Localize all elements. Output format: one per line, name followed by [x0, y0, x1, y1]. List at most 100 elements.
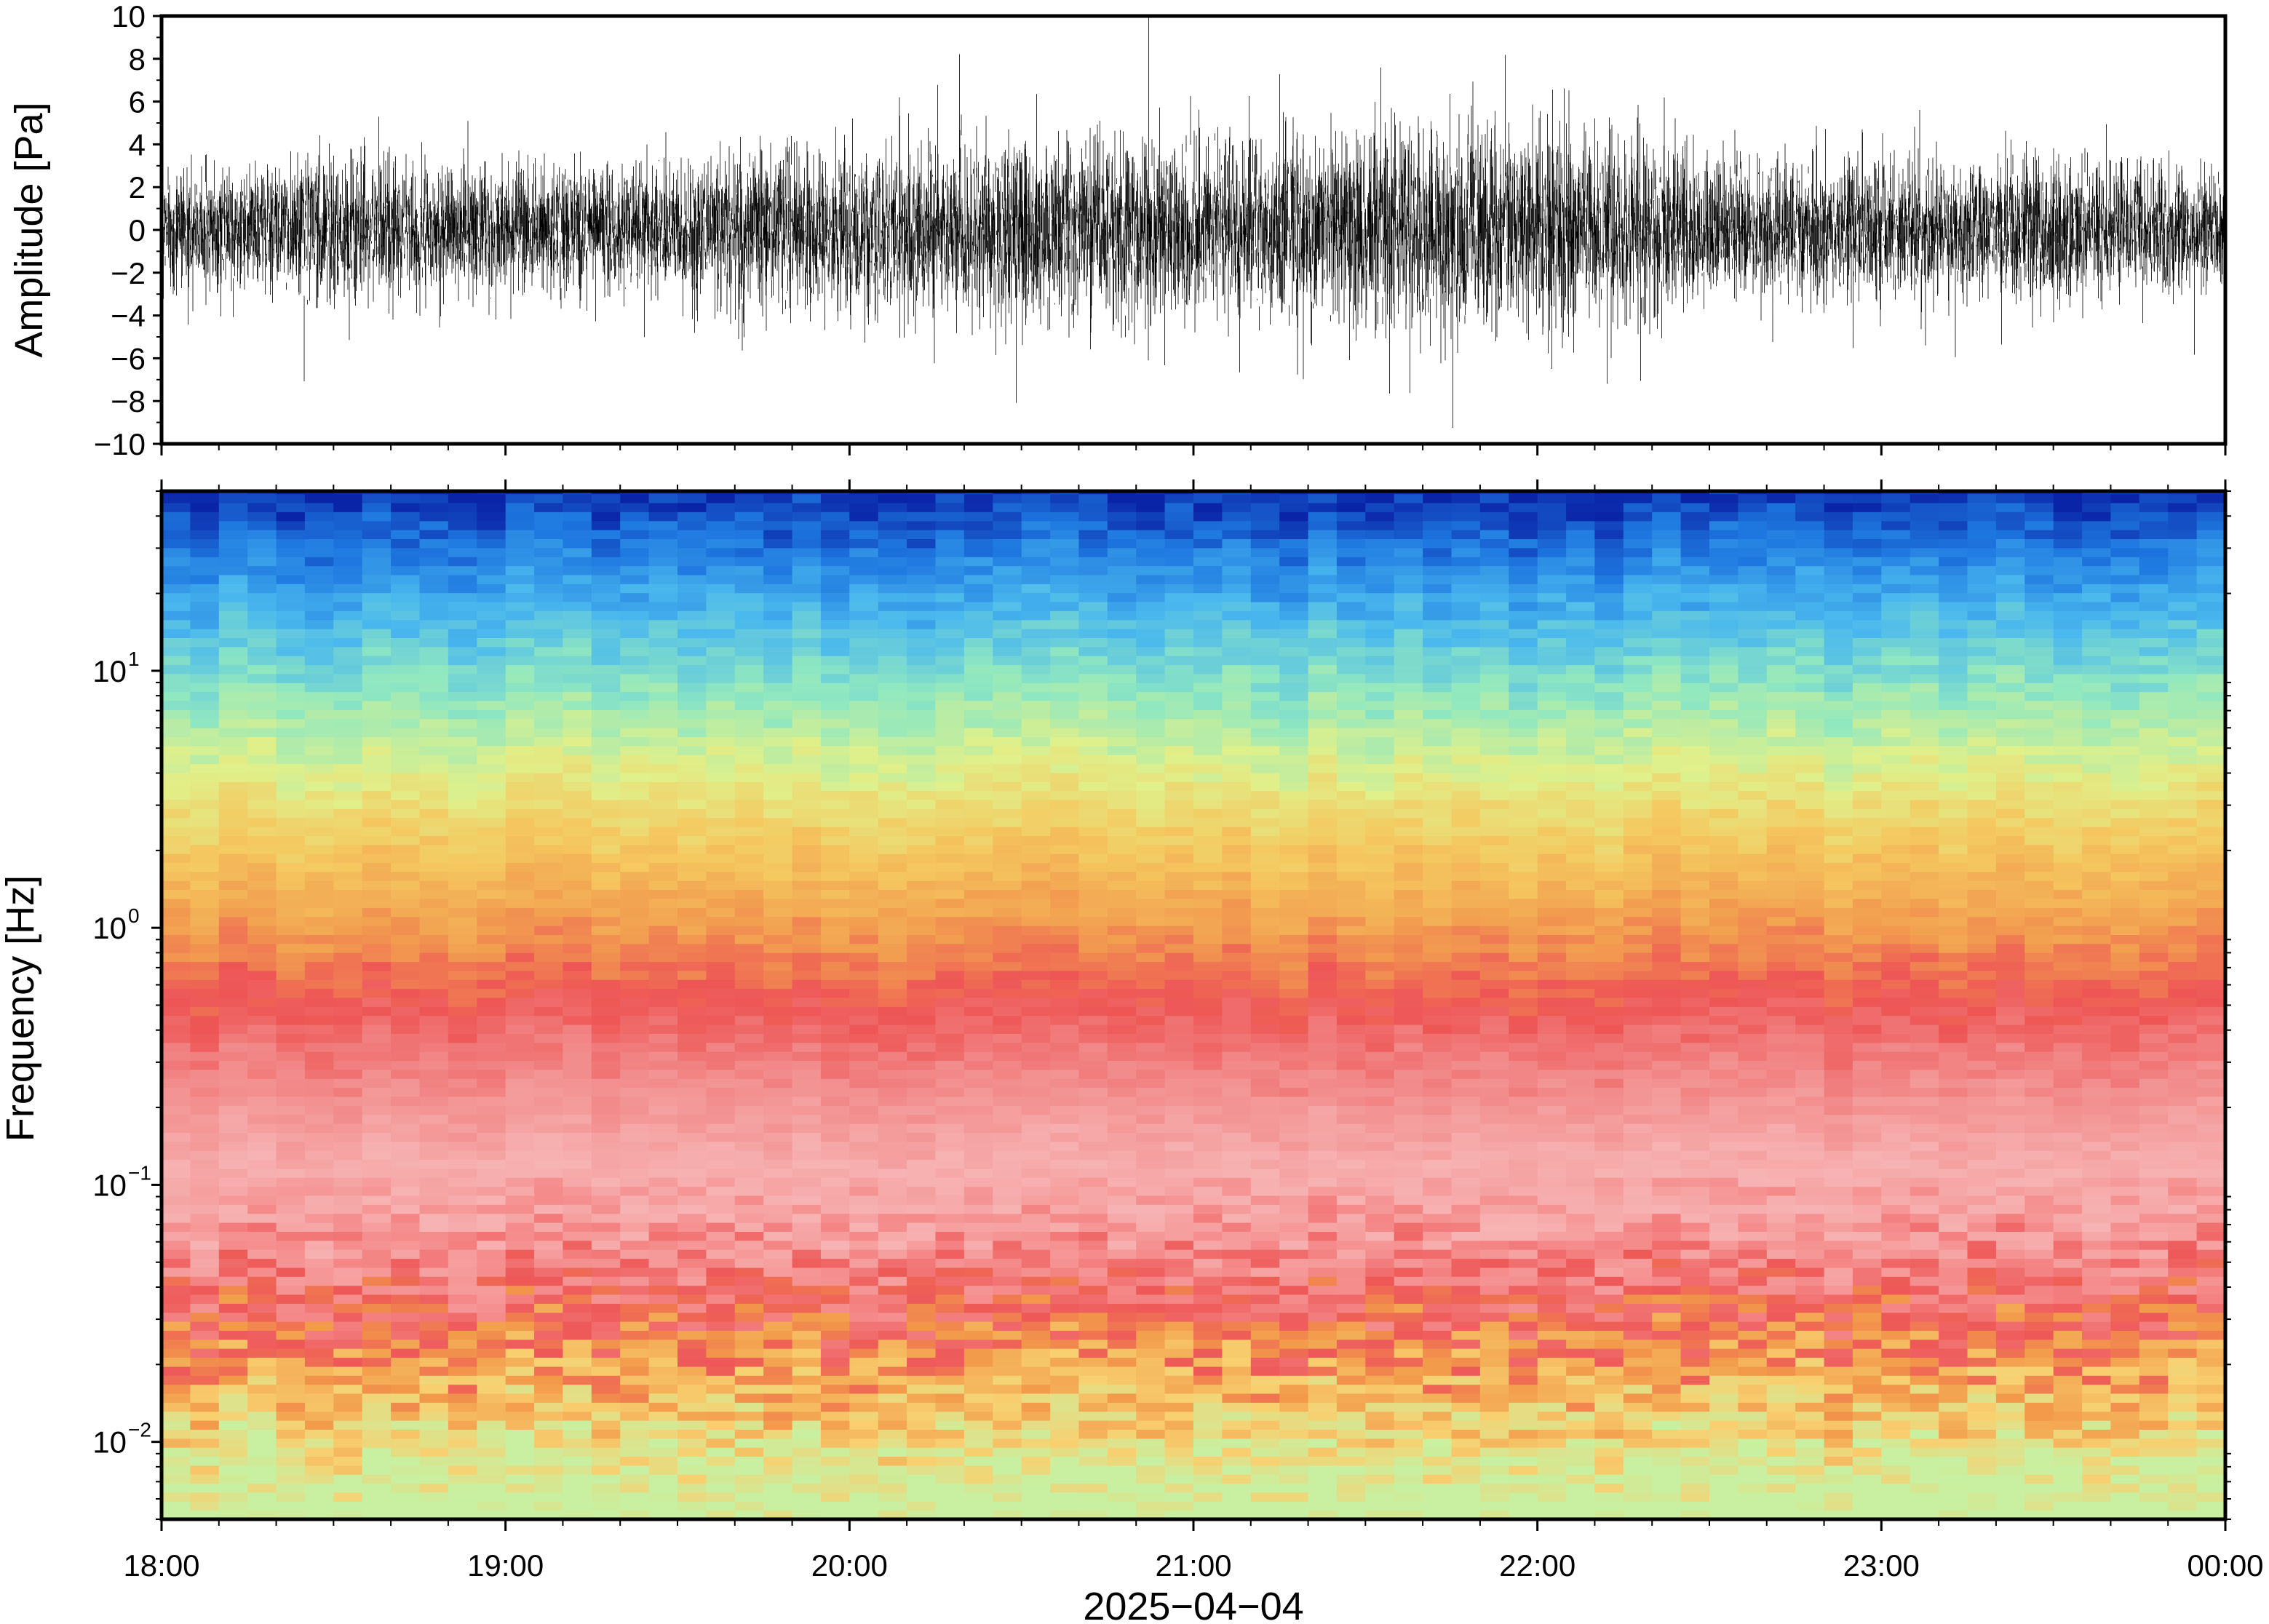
spectrogram-cell [907, 926, 937, 935]
spectrogram-cell [792, 889, 822, 899]
spectrogram-cell [907, 1465, 937, 1475]
spectrogram-cell [677, 1141, 707, 1151]
spectrogram-cell [734, 1141, 764, 1151]
spectrogram-cell [935, 1114, 965, 1124]
spectrogram-cell [333, 1123, 363, 1133]
spectrogram-cell [247, 1348, 277, 1358]
spectrogram-cell [477, 610, 506, 621]
spectrogram-cell [878, 736, 907, 747]
spectrogram-cell [935, 610, 965, 621]
spectrogram-cell [734, 1501, 764, 1511]
spectrogram-cell [162, 844, 191, 854]
spectrogram-cell [218, 1330, 248, 1340]
spectrogram-cell [505, 1501, 535, 1511]
spectrogram-cell [1107, 1348, 1137, 1358]
spectrogram-cell [1136, 871, 1166, 881]
spectrogram-cell [648, 952, 678, 963]
spectrogram-cell [878, 1069, 907, 1079]
spectrogram-cell [1308, 844, 1338, 854]
spectrogram-cell [190, 1213, 220, 1223]
spectrogram-cell [190, 808, 220, 819]
spectrogram-cell [907, 601, 937, 611]
spectrogram-cell [333, 637, 363, 648]
spectrogram-cell [1164, 629, 1194, 638]
spectrogram-cell [333, 1033, 363, 1043]
spectrogram-cell [1021, 763, 1051, 773]
spectrogram-cell [247, 1393, 277, 1403]
spectrogram-cell [1107, 1465, 1137, 1475]
spectrogram-cell [1164, 1420, 1194, 1430]
spectrogram-cell [1050, 1447, 1080, 1457]
spectrogram-cell [304, 629, 334, 638]
spectrogram-cell [677, 1258, 707, 1268]
spectrogram-cell [792, 1510, 822, 1519]
spectrogram-cell [477, 1168, 506, 1178]
spectrogram-cell [963, 979, 993, 990]
spectrogram-cell [276, 646, 306, 656]
spectrogram-cell [763, 530, 793, 539]
spectrogram-cell [1193, 1348, 1223, 1358]
spectrogram-cell [1193, 502, 1223, 512]
spectrogram-cell [1107, 943, 1137, 953]
spectrogram-cell [1107, 979, 1137, 990]
spectrogram-cell [792, 1204, 822, 1214]
spectrogram-cell [276, 736, 306, 747]
spectrogram-cell [448, 1141, 477, 1151]
spectrogram-cell [1365, 772, 1395, 782]
spectrogram-cell [391, 827, 421, 836]
spectrogram-cell [162, 1222, 191, 1232]
spectrogram-cell [648, 709, 678, 720]
spectrogram-cell [1136, 619, 1166, 629]
spectrogram-cell [477, 574, 506, 584]
spectrogram-cell [935, 1222, 965, 1232]
spectrogram-cell [391, 709, 421, 720]
spectrogram-cell [276, 853, 306, 864]
spectrogram-cell [1308, 926, 1338, 935]
spectrogram-cell [963, 1294, 993, 1304]
spectrogram-cell [878, 1429, 907, 1439]
spectrogram-cell [391, 619, 421, 629]
spectrogram-cell [505, 1177, 535, 1187]
spectrogram-cell [1021, 1240, 1051, 1250]
spectrogram-cell [591, 1033, 621, 1043]
spectrogram-cell [1222, 1474, 1252, 1484]
spectrogram-cell [391, 565, 421, 576]
spectrogram-cell [534, 1015, 564, 1025]
spectrogram-cell [304, 718, 334, 728]
spectrogram-cell [878, 646, 907, 656]
spectrogram-cell [620, 629, 650, 638]
spectrogram-cell [304, 538, 334, 549]
spectrogram-cell [591, 1015, 621, 1025]
spectrogram-cell [1365, 926, 1395, 935]
spectrogram-cell [391, 584, 421, 594]
spectrogram-cell [190, 530, 220, 539]
spectrogram-cell [878, 1357, 907, 1367]
spectrogram-cell [1308, 1483, 1338, 1493]
spectrogram-cell [993, 1204, 1022, 1214]
spectrogram-cell [419, 871, 449, 881]
spectrogram-cell [276, 1123, 306, 1133]
spectrogram-cell [935, 1150, 965, 1161]
spectrogram-cell [534, 827, 564, 836]
spectrogram-cell [1336, 601, 1366, 611]
spectrogram-cell [333, 862, 363, 872]
spectrogram-cell [1365, 1456, 1395, 1466]
spectrogram-cell [648, 1501, 678, 1511]
spectrogram-cell [276, 728, 306, 737]
spectrogram-cell [993, 1105, 1022, 1115]
spectrogram-cell [1365, 1060, 1395, 1070]
spectrogram-cell [1078, 1483, 1108, 1493]
spectrogram-cell [362, 1492, 392, 1502]
spectrogram-cell [1222, 808, 1252, 819]
spectrogram-cell [448, 799, 477, 809]
spectrogram-cell [1107, 1258, 1137, 1268]
spectrogram-cell [1279, 979, 1309, 990]
spectrogram-cell [247, 1060, 277, 1070]
spectrogram-cell [391, 574, 421, 584]
spectrogram-cell [591, 1384, 621, 1394]
spectrogram-cell [162, 493, 191, 503]
spectrogram-cell [247, 1006, 277, 1016]
spectrogram-cell [591, 755, 621, 765]
spectrogram-cell [935, 1303, 965, 1313]
spectrogram-cell [1107, 1141, 1137, 1151]
